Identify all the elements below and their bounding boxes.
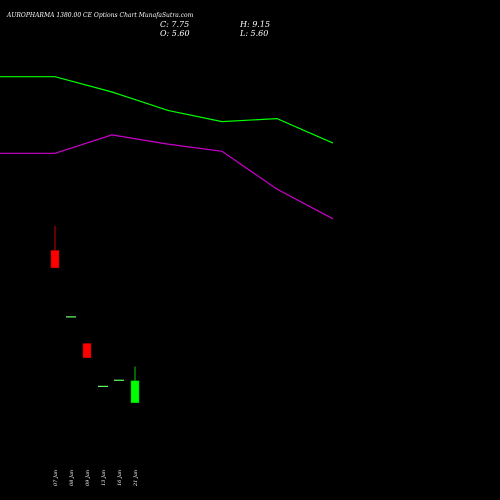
x-tick-label: 07 Jan [53, 470, 59, 486]
x-tick-label: 09 Jan [85, 470, 91, 486]
x-tick-label: 08 Jan [69, 470, 75, 486]
high-value: H: 9.15 [239, 20, 270, 29]
candle-body [50, 250, 60, 269]
x-tick-label: 16 Jan [117, 470, 123, 486]
candlesticks [50, 225, 140, 404]
x-tick-label: 13 Jan [101, 470, 107, 486]
indicator-line-2 [0, 134, 334, 220]
candle-body [130, 380, 140, 404]
close-value: C: 7.75 [160, 20, 189, 29]
low-value: L: 5.60 [239, 29, 268, 38]
candle-1 [50, 225, 60, 269]
candle-body [82, 343, 92, 359]
chart-title: AUROPHARMA 1380.00 CE Options Chart Muna… [6, 12, 194, 19]
candle-6 [130, 366, 140, 404]
indicator-lines [0, 76, 334, 220]
open-value: O: 5.60 [160, 29, 190, 38]
x-tick-label: 21 Jan [133, 470, 139, 487]
candle-3 [82, 343, 92, 359]
indicator-line-1 [0, 76, 334, 144]
x-axis: 07 Jan 08 Jan 09 Jan 13 Jan 16 Jan 21 Jan [53, 470, 139, 487]
